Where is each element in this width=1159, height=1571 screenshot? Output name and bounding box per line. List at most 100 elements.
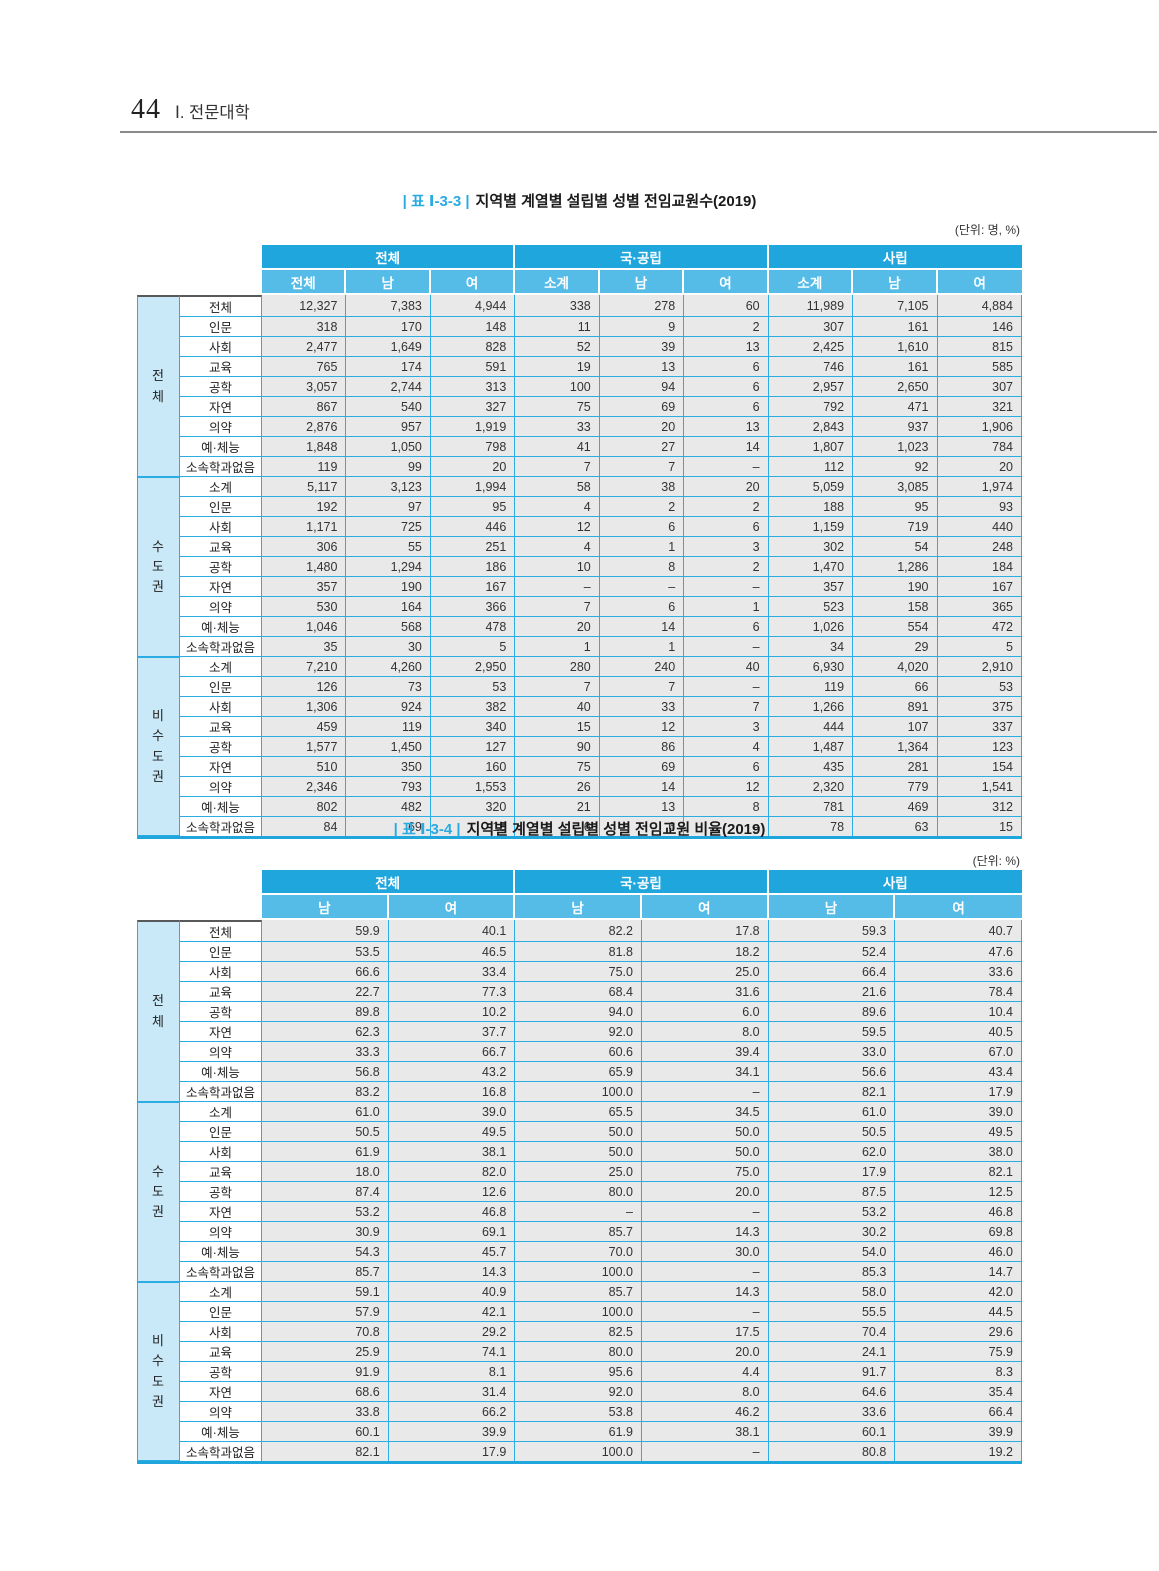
data-cell: – <box>641 1082 769 1102</box>
row-label: 자연 <box>180 1382 262 1402</box>
row-label: 인문 <box>180 942 262 962</box>
column-group-header: 사립 <box>768 245 1022 270</box>
data-cell: 126 <box>262 677 347 697</box>
data-cell: 382 <box>430 697 516 717</box>
table-row: 교육 306 55 251 4 1 3 302 54 248 <box>137 537 1022 557</box>
data-cell: 1,577 <box>262 737 347 757</box>
data-cell: 591 <box>430 357 516 377</box>
data-cell: 2 <box>684 497 769 517</box>
data-cell: 13 <box>599 797 685 817</box>
data-cell: 2,744 <box>346 377 431 397</box>
page-number: 44 <box>131 94 161 125</box>
table-row: 사회 61.9 38.1 50.0 50.0 62.0 38.0 <box>137 1142 1022 1162</box>
data-cell: 327 <box>430 397 516 417</box>
data-cell: 4.4 <box>641 1362 769 1382</box>
data-cell: – <box>684 637 769 657</box>
data-cell: 56.8 <box>262 1062 389 1082</box>
data-cell: – <box>515 577 600 597</box>
row-label: 예·체능 <box>180 1422 262 1442</box>
data-cell: 375 <box>937 697 1022 717</box>
data-cell: 12 <box>515 517 600 537</box>
data-cell: 95.6 <box>515 1362 642 1382</box>
data-cell: 61.0 <box>262 1102 389 1122</box>
column-sub-header: 여 <box>895 895 1022 920</box>
table-row: 예·체능 802 482 320 21 13 8 781 469 312 <box>137 797 1022 817</box>
data-cell: 8.1 <box>388 1362 516 1382</box>
row-label: 소속학과없음 <box>180 457 262 477</box>
data-cell: 1,487 <box>768 737 854 757</box>
table-row: 교육 22.7 77.3 68.4 31.6 21.6 78.4 <box>137 982 1022 1002</box>
data-cell: 38 <box>599 477 685 497</box>
table-title: | 표 Ⅰ-3-3 | 지역별 계열별 설립별 성별 전임교원수(2019) <box>137 190 1022 211</box>
data-cell: 3 <box>684 717 769 737</box>
row-label: 의약 <box>180 597 262 617</box>
data-cell: 1,159 <box>768 517 854 537</box>
data-cell: 585 <box>937 357 1022 377</box>
data-cell: 52 <box>515 337 600 357</box>
data-cell: 15 <box>430 817 516 836</box>
column-group-header: 국·공립 <box>515 245 769 270</box>
data-cell: 1 <box>515 637 600 657</box>
data-cell: 8.3 <box>895 1362 1022 1382</box>
data-cell: 240 <box>599 657 685 677</box>
data-cell: 25.9 <box>262 1342 389 1362</box>
data-cell: 54 <box>853 537 938 557</box>
data-cell: 1 <box>599 637 685 657</box>
data-cell: 19 <box>515 357 600 377</box>
table-row: 인문 57.9 42.1 100.0–55.5 44.5 <box>137 1302 1022 1322</box>
data-cell: 30 <box>346 637 431 657</box>
data-cell: 18.0 <box>262 1162 389 1182</box>
row-label: 자연 <box>180 397 262 417</box>
data-cell: 75.0 <box>515 962 642 982</box>
row-label: 공학 <box>180 557 262 577</box>
data-cell: 127 <box>430 737 516 757</box>
data-cell: – <box>684 817 769 836</box>
data-cell: 17.9 <box>388 1442 516 1461</box>
row-label: 교육 <box>180 537 262 557</box>
data-cell: 3 <box>684 537 769 557</box>
data-cell: 12 <box>684 777 769 797</box>
column-sub-header: 남 <box>262 895 389 920</box>
column-sub-header: 여 <box>388 895 516 920</box>
row-label: 교육 <box>180 982 262 1002</box>
column-sub-header: 여 <box>937 270 1022 295</box>
data-cell: 100.0 <box>515 1442 642 1461</box>
row-label: 교육 <box>180 357 262 377</box>
data-cell: 6 <box>684 617 769 637</box>
row-label: 인문 <box>180 497 262 517</box>
data-cell: 17.9 <box>768 1162 896 1182</box>
table-row: 예·체능 1,046 568 478 20 14 6 1,026 554 472 <box>137 617 1022 637</box>
data-cell: 119 <box>346 717 431 737</box>
data-cell: 6 <box>515 817 600 836</box>
table-row: 자연 53.2 46.8– –53.2 46.8 <box>137 1202 1022 1222</box>
data-cell: 937 <box>853 417 938 437</box>
data-cell: 1 <box>599 537 685 557</box>
row-label: 소속학과없음 <box>180 637 262 657</box>
table-row: 인문 53.5 46.5 81.8 18.2 52.4 47.6 <box>137 942 1022 962</box>
table-row: 전 체 전체 59.9 40.1 82.2 17.8 59.3 40.7 <box>137 920 1022 1102</box>
data-cell: 280 <box>515 657 600 677</box>
data-cell: 4 <box>515 497 600 517</box>
column-sub-header: 남 <box>599 270 685 295</box>
data-cell: 55 <box>346 537 431 557</box>
data-cell: 792 <box>768 397 854 417</box>
data-cell: 57.9 <box>262 1302 389 1322</box>
data-cell: 49.5 <box>388 1122 516 1142</box>
data-cell: 90 <box>515 737 600 757</box>
data-cell: 58 <box>515 477 600 497</box>
data-cell: 94.0 <box>515 1002 642 1022</box>
data-cell: 43.2 <box>388 1062 516 1082</box>
data-cell: 40.1 <box>388 920 516 942</box>
data-cell: 91.7 <box>768 1362 896 1382</box>
faculty-count-block: | 표 Ⅰ-3-3 | 지역별 계열별 설립별 성별 전임교원수(2019) (단… <box>137 190 1022 839</box>
data-cell: 33 <box>515 417 600 437</box>
data-cell: 61.9 <box>262 1142 389 1162</box>
data-cell: 75 <box>515 397 600 417</box>
data-cell: 12.5 <box>895 1182 1022 1202</box>
data-cell: 2,950 <box>430 657 516 677</box>
table-row: 공학 3,057 2,744 313 100 94 6 2,957 2,650 307 <box>137 377 1022 397</box>
table-head: 전체 국·공립 사립 전체 남 여 소계 남 여 소계 남 여 <box>137 245 1022 295</box>
row-label: 공학 <box>180 737 262 757</box>
data-cell: 148 <box>430 317 516 337</box>
data-cell: 31.6 <box>641 982 769 1002</box>
